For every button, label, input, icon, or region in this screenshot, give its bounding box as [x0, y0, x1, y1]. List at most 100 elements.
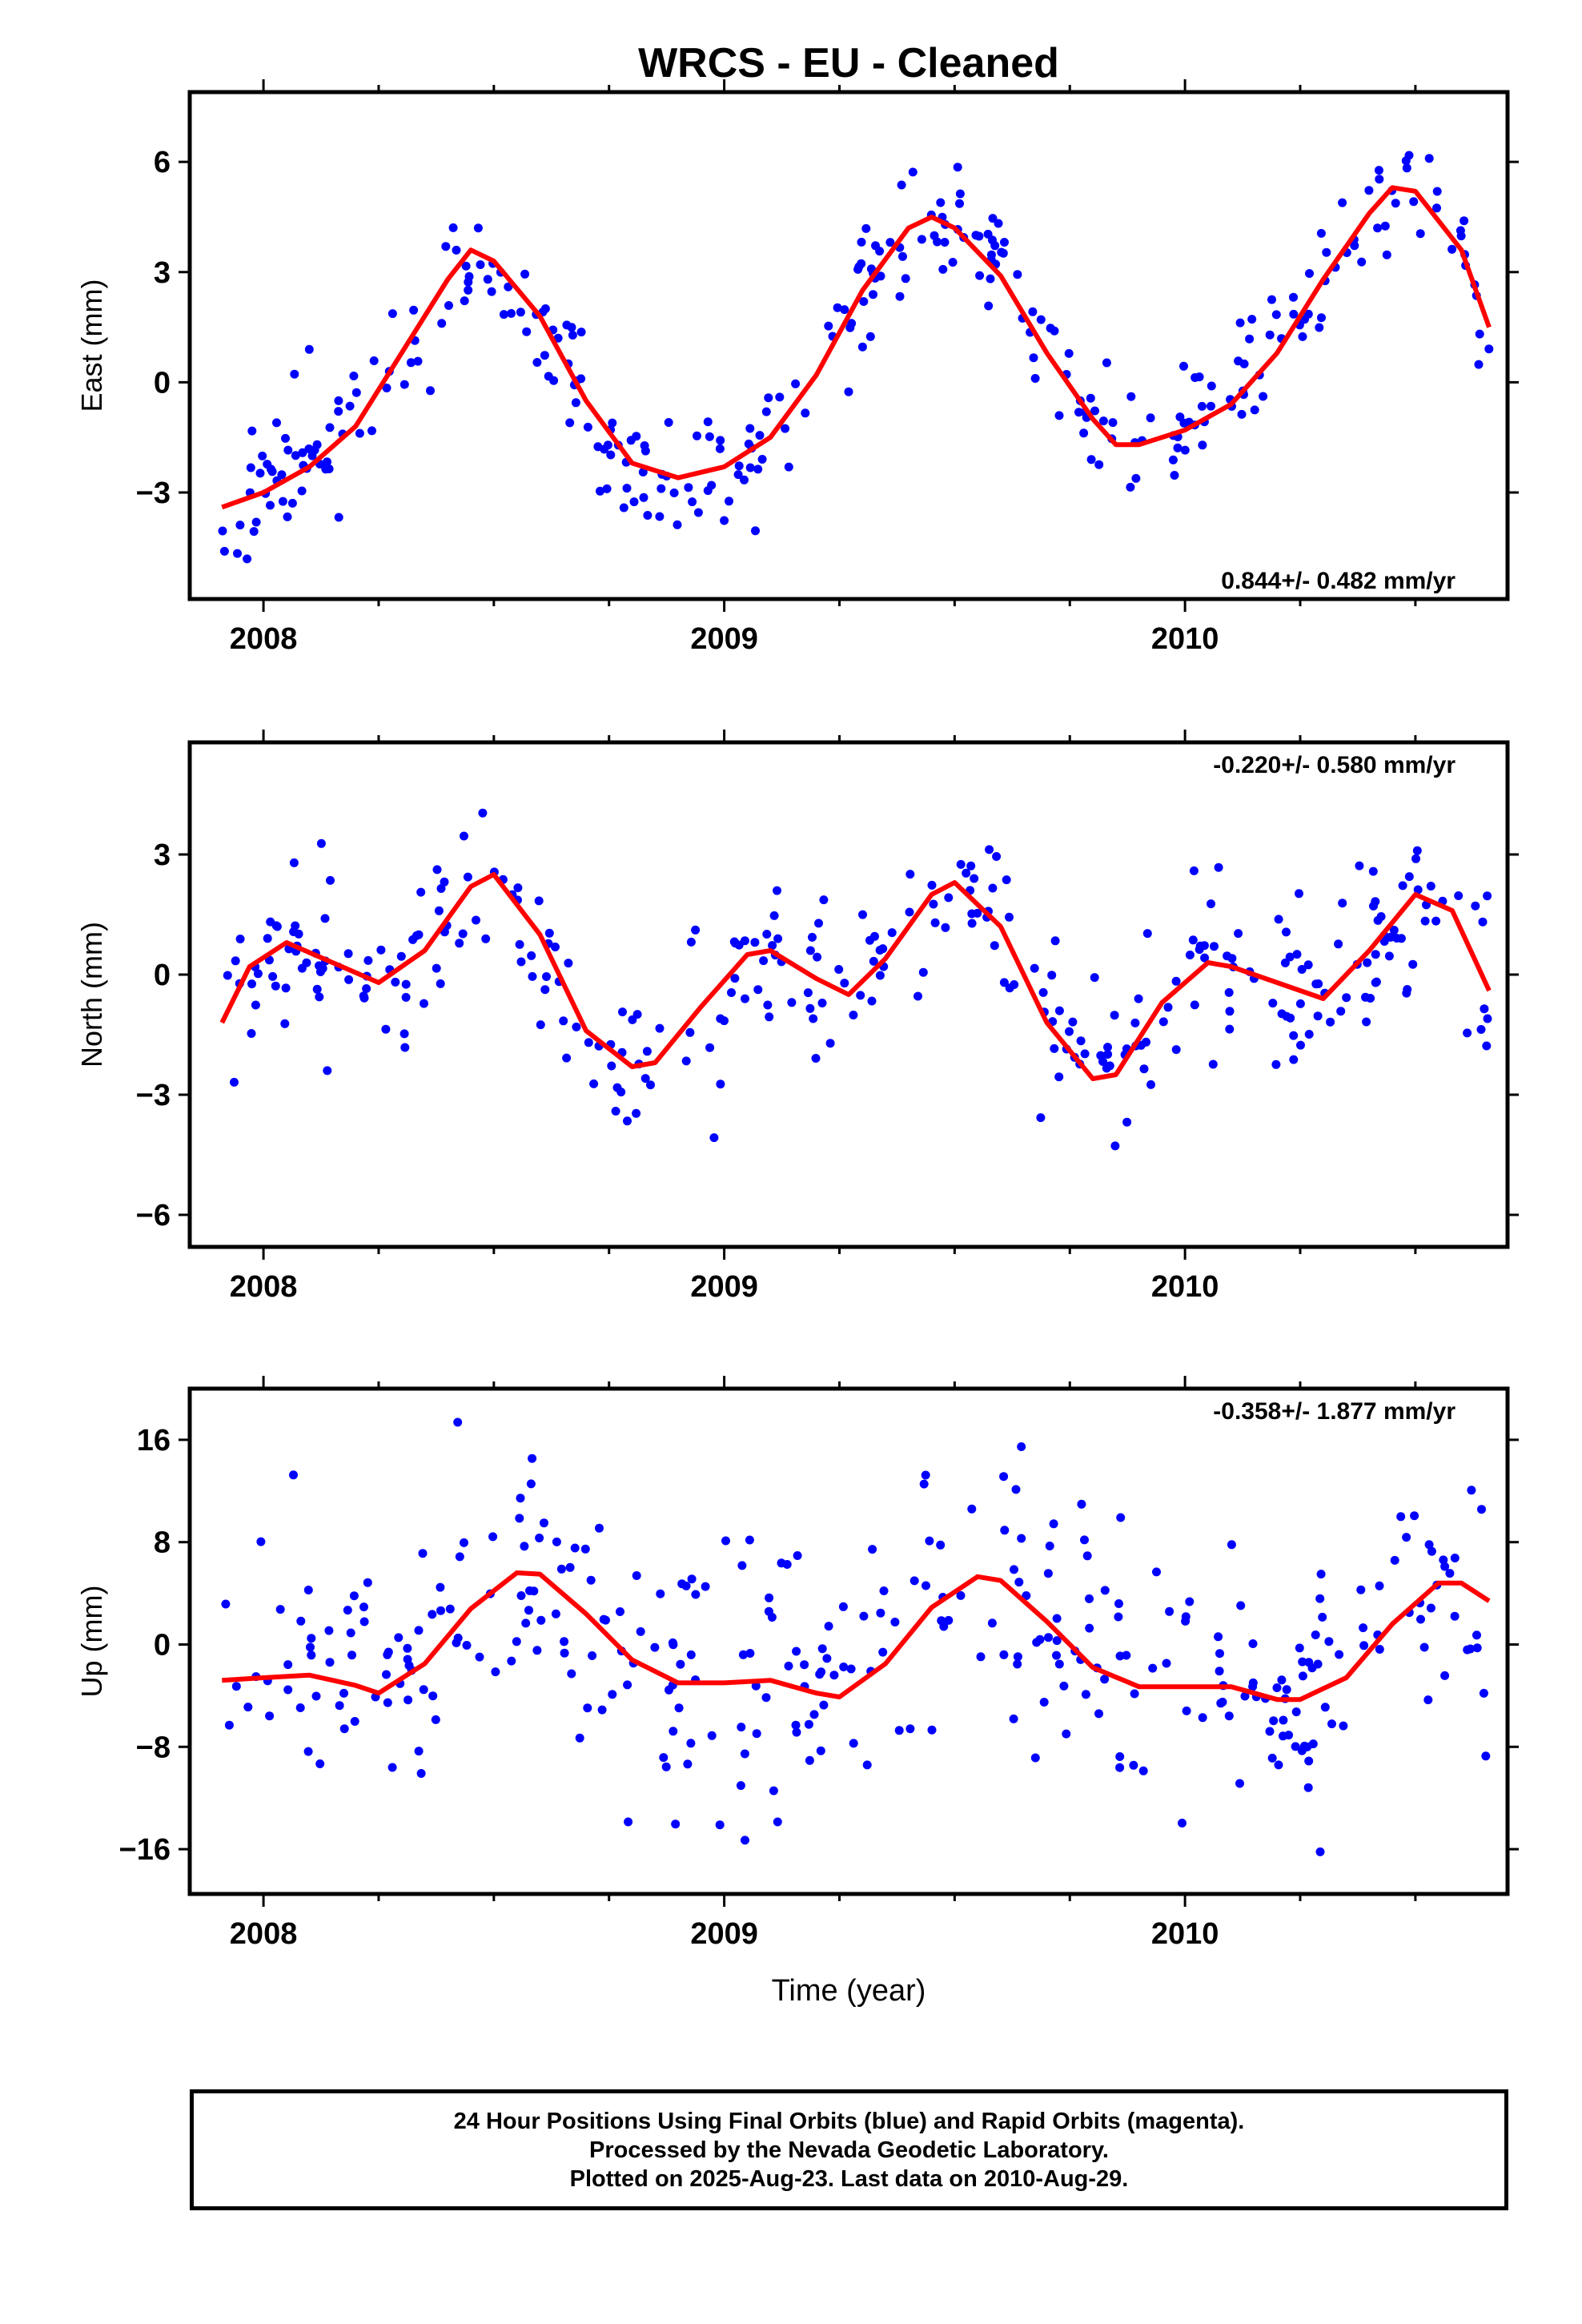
data-point: [1408, 959, 1418, 969]
data-point: [1005, 912, 1014, 922]
data-point: [636, 1626, 645, 1636]
data-point: [1384, 951, 1394, 961]
north-points: [223, 808, 1492, 1151]
data-point: [491, 1667, 500, 1677]
data-point: [1064, 348, 1074, 358]
data-point: [606, 450, 616, 460]
data-point: [478, 808, 488, 818]
data-point: [1269, 1716, 1279, 1726]
data-point: [1368, 866, 1378, 876]
data-point: [540, 351, 549, 360]
data-point: [809, 1014, 818, 1023]
data-point: [1237, 409, 1247, 419]
data-point: [875, 971, 885, 980]
x-tick-label: 2008: [230, 1917, 298, 1951]
data-point: [560, 1637, 569, 1647]
data-point: [927, 880, 937, 890]
data-point: [1404, 872, 1414, 882]
data-point: [646, 1080, 655, 1090]
panel-up: 2008 2009 2010 −16 −8 0 8 16 Up (mm) -0.358+/- 1.…: [75, 1376, 1519, 1951]
data-point: [720, 516, 729, 525]
x-tick-label: 2010: [1151, 1270, 1219, 1304]
data-point: [1375, 1581, 1384, 1590]
data-point: [527, 951, 536, 960]
data-point: [289, 1470, 298, 1480]
data-point: [1090, 406, 1099, 416]
data-point: [1419, 1642, 1429, 1652]
data-point: [987, 1618, 997, 1628]
data-point: [520, 1542, 529, 1551]
data-point: [1096, 1051, 1106, 1060]
data-point: [919, 1479, 929, 1489]
data-point: [1080, 1535, 1089, 1545]
data-point: [441, 242, 451, 251]
data-point: [1339, 1721, 1348, 1731]
data-point: [512, 1637, 521, 1647]
data-point: [312, 984, 322, 994]
data-point: [382, 384, 391, 392]
data-point: [1030, 963, 1039, 973]
data-point: [460, 296, 469, 306]
data-point: [278, 497, 287, 506]
data-point: [1179, 418, 1189, 428]
data-point: [1272, 1683, 1282, 1692]
data-point: [1173, 443, 1182, 452]
data-point: [808, 932, 817, 942]
data-point: [976, 1652, 986, 1662]
data-point: [1303, 1783, 1313, 1792]
data-point: [413, 356, 423, 366]
data-point: [985, 845, 994, 854]
data-point: [693, 508, 703, 517]
data-point: [927, 1725, 937, 1735]
data-point: [908, 167, 917, 177]
data-point: [1236, 1601, 1246, 1610]
data-point: [847, 319, 857, 328]
data-point: [1298, 1657, 1307, 1667]
data-point: [975, 271, 985, 280]
up-rate-label: -0.358+/- 1.877 mm/yr: [1213, 1398, 1456, 1425]
data-point: [1116, 1513, 1126, 1522]
data-point: [715, 1820, 725, 1830]
data-point: [464, 285, 473, 295]
data-point: [507, 308, 516, 318]
data-point: [339, 1724, 349, 1734]
data-point: [247, 1029, 256, 1038]
data-point: [1280, 958, 1290, 967]
data-point: [562, 320, 572, 330]
data-point: [1081, 1690, 1090, 1699]
data-point: [869, 290, 877, 300]
data-point: [1410, 1511, 1419, 1521]
data-point: [1289, 1031, 1299, 1040]
data-point: [1077, 1499, 1086, 1509]
data-point: [434, 906, 444, 915]
data-point: [516, 957, 526, 967]
data-point: [436, 1606, 445, 1615]
data-point: [997, 247, 1006, 257]
y-tick-label: −6: [136, 1199, 171, 1232]
data-point: [343, 1606, 352, 1615]
data-point: [403, 1655, 412, 1664]
data-point: [740, 1749, 749, 1759]
data-point: [320, 914, 330, 923]
data-point: [302, 958, 311, 967]
data-point: [1389, 926, 1399, 935]
data-point: [687, 1574, 697, 1584]
data-point: [1316, 228, 1326, 238]
data-point: [1380, 221, 1390, 231]
data-point: [224, 1720, 234, 1730]
data-point: [1062, 1729, 1071, 1739]
data-point: [1413, 885, 1423, 895]
data-point: [460, 1538, 468, 1547]
data-point: [715, 444, 725, 453]
data-point: [909, 1576, 919, 1586]
data-point: [1098, 416, 1108, 426]
data-point: [819, 895, 829, 905]
data-point: [865, 935, 874, 945]
data-point: [1013, 1652, 1022, 1662]
data-point: [462, 1641, 472, 1650]
footer-line-2: Processed by the Nevada Geodetic Laborat…: [589, 2137, 1109, 2163]
data-point: [1454, 891, 1464, 900]
data-point: [521, 1618, 531, 1628]
data-point: [1304, 1756, 1314, 1766]
data-point: [1000, 1526, 1010, 1535]
